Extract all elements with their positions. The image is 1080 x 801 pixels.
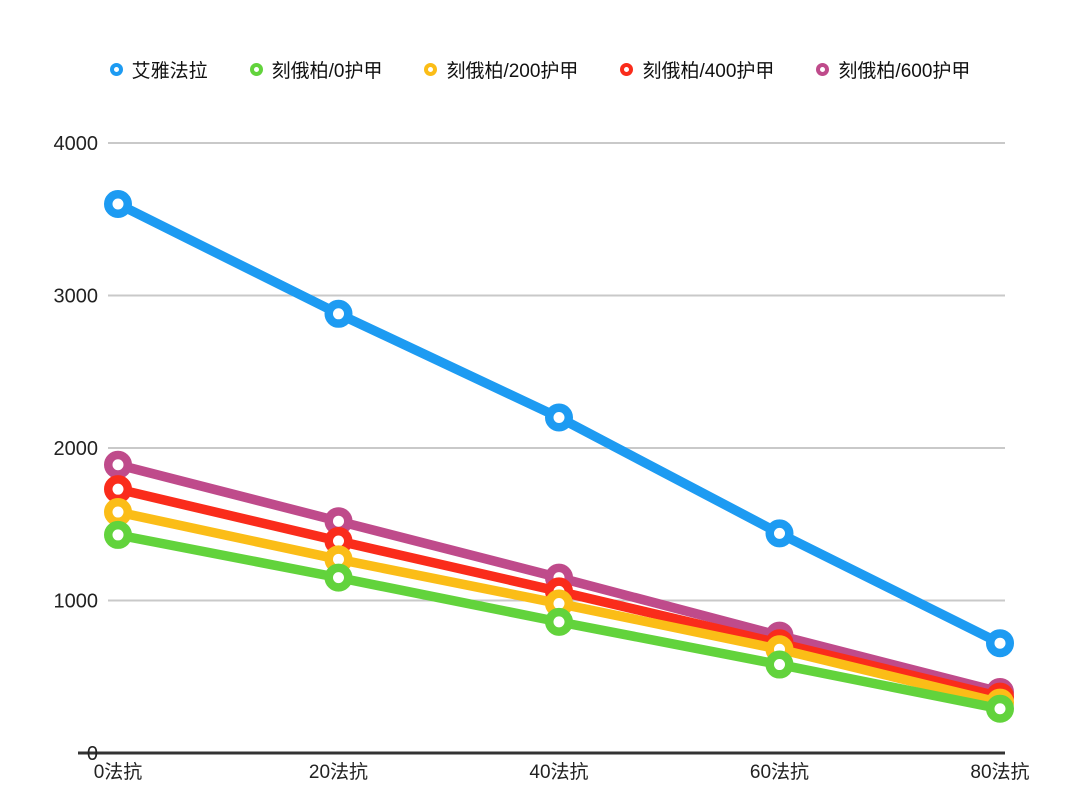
legend-series-marker-icon — [424, 63, 438, 76]
legend-item-2[interactable]: 刻俄柏/200护甲 — [424, 56, 578, 83]
x-tick-label: 0法抗 — [94, 761, 143, 783]
chart-point[interactable] — [765, 519, 794, 548]
legend-series-marker-icon — [249, 63, 263, 76]
legend-series-marker-icon — [816, 63, 830, 76]
chart-point[interactable] — [104, 190, 132, 218]
chart-point[interactable] — [986, 694, 1014, 723]
y-tick-label: 4000 — [54, 133, 99, 155]
chart-point[interactable] — [324, 563, 353, 592]
y-tick-label: 2000 — [54, 438, 99, 460]
chart-point[interactable] — [545, 607, 573, 636]
y-tick-label: 3000 — [54, 286, 99, 308]
chart-point[interactable] — [986, 629, 1014, 658]
x-tick-label: 40法抗 — [529, 761, 588, 783]
legend-series-label: 刻俄柏/400护甲 — [642, 61, 775, 82]
y-tick-label: 0 — [87, 743, 98, 765]
x-axis-labels: 0法抗 20法抗 40法抗 60法抗 80法抗 — [94, 761, 1030, 783]
chart-legend: 艾雅法拉 刻俄柏/0护甲 刻俄柏/200护甲 刻俄柏/400护甲 刻俄柏/600护甲 — [0, 56, 1080, 83]
legend-item-1[interactable]: 刻俄柏/0护甲 — [249, 56, 383, 83]
legend-series-label: 刻俄柏/0护甲 — [271, 61, 383, 82]
chart-series-1[interactable] — [104, 520, 1014, 723]
legend-item-0[interactable]: 艾雅法拉 — [109, 56, 208, 83]
chart-point[interactable] — [104, 475, 132, 504]
x-tick-label: 20法抗 — [309, 761, 368, 783]
y-tick-label: 1000 — [54, 591, 99, 613]
chart-point[interactable] — [104, 498, 132, 527]
legend-series-marker-icon — [109, 63, 123, 76]
legend-series-label: 刻俄柏/200护甲 — [446, 61, 579, 82]
chart-point[interactable] — [104, 450, 132, 479]
legend-series-label: 刻俄柏/600护甲 — [838, 61, 971, 82]
gridlines: 0 1000 2000 3000 4000 — [54, 133, 1005, 765]
chart-point[interactable] — [104, 520, 132, 549]
chart-series-0[interactable] — [104, 190, 1014, 658]
x-tick-label: 80法抗 — [970, 761, 1029, 783]
chart-point[interactable] — [324, 299, 353, 328]
legend-series-label: 艾雅法拉 — [131, 61, 208, 82]
legend-item-4[interactable]: 刻俄柏/600护甲 — [816, 56, 970, 83]
x-tick-label: 60法抗 — [750, 761, 809, 783]
chart-point[interactable] — [765, 650, 794, 679]
chart-point[interactable] — [545, 403, 573, 432]
legend-series-marker-icon — [620, 63, 634, 76]
legend-item-3[interactable]: 刻俄柏/400护甲 — [620, 56, 774, 83]
